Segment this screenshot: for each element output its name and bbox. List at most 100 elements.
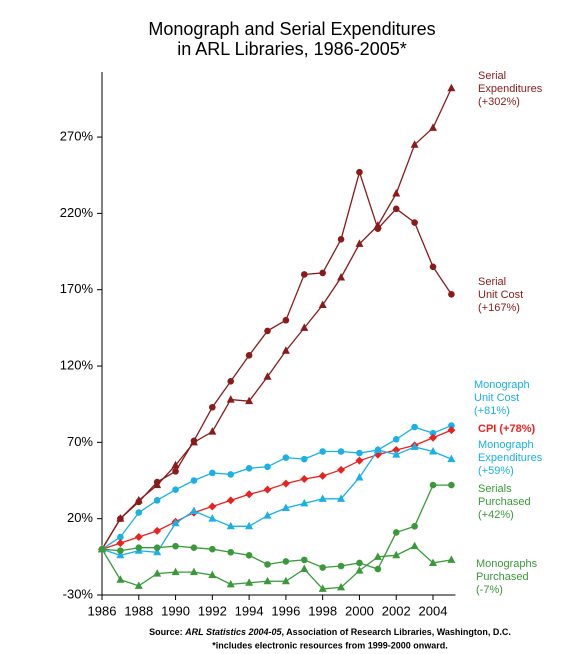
point: [282, 454, 290, 461]
point: [189, 506, 198, 515]
point: [355, 566, 364, 574]
point: [245, 578, 254, 586]
point: [337, 465, 346, 474]
point: [318, 584, 327, 592]
point: [447, 83, 456, 92]
y-tick-label: 20%: [67, 510, 93, 525]
point: [337, 272, 346, 281]
point: [337, 582, 346, 591]
point: [209, 403, 216, 411]
x-tick-label: 1998: [308, 603, 337, 618]
point: [171, 518, 180, 527]
source: Source: ARL Statistics 2004-05, Associat…: [149, 627, 511, 637]
point: [355, 472, 364, 481]
point: [392, 205, 400, 213]
point: [245, 396, 254, 405]
point: [429, 123, 438, 131]
series-label: Monograph Expenditures (+59%): [478, 439, 543, 477]
point: [209, 545, 216, 553]
point: [337, 448, 345, 455]
point: [281, 479, 290, 488]
point: [410, 541, 419, 550]
point: [263, 576, 272, 585]
series-line: [101, 169, 452, 550]
point: [410, 140, 419, 148]
point: [392, 436, 400, 443]
y-tick-label: 220%: [60, 205, 94, 220]
x-tick-label: 1994: [235, 603, 264, 618]
point: [245, 521, 254, 530]
point: [355, 239, 364, 247]
x-tick-label: 2000: [345, 603, 374, 618]
point: [355, 456, 364, 465]
series-label: CPI (+78%): [478, 423, 535, 435]
point: [209, 469, 216, 477]
point: [172, 486, 179, 493]
point: [116, 575, 125, 583]
point: [300, 474, 309, 483]
point: [373, 552, 382, 560]
point: [264, 463, 271, 471]
point: [300, 564, 309, 573]
point: [172, 542, 179, 550]
point: [429, 481, 437, 489]
x-tick-label: 2002: [382, 603, 411, 618]
point: [429, 429, 437, 437]
point: [319, 564, 326, 571]
point: [190, 477, 198, 484]
point: [318, 494, 327, 502]
point: [208, 427, 217, 435]
point: [429, 447, 438, 455]
point: [135, 544, 143, 551]
point: [116, 539, 125, 548]
point: [392, 529, 400, 536]
point: [208, 502, 217, 511]
point: [227, 548, 235, 556]
series-label: Serial Unit Cost (+167%): [478, 276, 523, 314]
point: [189, 567, 198, 576]
point: [410, 442, 419, 450]
point: [172, 468, 179, 475]
point: [429, 433, 438, 442]
point: [447, 454, 456, 463]
x-tick-label: 1992: [198, 603, 227, 618]
point: [411, 523, 418, 530]
point: [153, 478, 161, 486]
point: [337, 494, 346, 502]
point: [190, 437, 198, 445]
point: [226, 496, 235, 505]
point: [319, 269, 326, 277]
point: [117, 533, 124, 541]
series-line: [101, 424, 452, 550]
point: [245, 552, 253, 559]
point: [448, 422, 455, 429]
point: [392, 445, 401, 454]
series-label: Serial Expenditures (+302%): [478, 70, 543, 108]
point: [356, 168, 363, 176]
note: *includes electronic resources from 1999…: [212, 640, 448, 650]
point: [318, 300, 327, 308]
point: [429, 558, 438, 566]
y-tick-label: 170%: [60, 281, 94, 296]
point: [374, 565, 382, 573]
point: [447, 426, 456, 435]
y-tick-label: 270%: [60, 128, 94, 143]
point: [134, 532, 143, 541]
source-rest: , Association of Research Libraries, Was…: [282, 627, 511, 637]
point: [263, 485, 272, 494]
y-tick-label: -30%: [63, 586, 94, 601]
point: [392, 450, 401, 458]
point: [227, 377, 235, 385]
point: [227, 471, 235, 478]
point: [226, 579, 235, 588]
point: [153, 497, 161, 504]
series-line: [101, 87, 452, 550]
point: [171, 567, 180, 576]
series-label: Serials Purchased (+42%): [478, 483, 531, 521]
point: [281, 346, 290, 354]
point: [300, 455, 308, 463]
point: [282, 558, 290, 565]
point: [135, 498, 143, 506]
point: [190, 544, 198, 551]
